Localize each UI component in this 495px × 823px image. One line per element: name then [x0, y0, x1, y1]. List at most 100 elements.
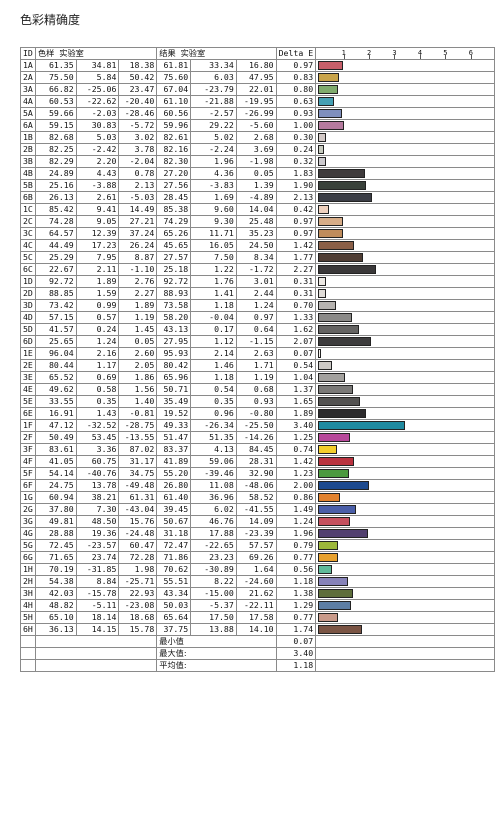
header-sample-lab: 色样 实验室 — [34, 47, 158, 60]
delta-e-value: 1.04 — [275, 371, 317, 384]
patch-id: 3H — [20, 587, 36, 600]
patch-id: 5G — [20, 539, 36, 552]
result-L: 82.16 — [156, 143, 192, 156]
result-b: 57.57 — [235, 539, 277, 552]
delta-e-bar — [318, 505, 357, 514]
delta-e-value: 2.07 — [275, 335, 317, 348]
empty-cell — [20, 647, 36, 660]
sample-a: 1.17 — [75, 359, 120, 372]
scale-tick-label: 5 — [443, 49, 448, 57]
sample-a: -23.57 — [75, 539, 120, 552]
table-row: 4B 24.89 4.43 0.78 27.20 4.36 0.05 1.83 — [20, 167, 495, 180]
result-b: -48.06 — [235, 479, 277, 492]
patch-id: 4H — [20, 599, 36, 612]
sample-a: 38.21 — [75, 491, 120, 504]
sample-b: 87.02 — [118, 443, 158, 456]
result-b: 17.58 — [235, 611, 277, 624]
table-row: 1F 47.12 -32.52 -28.75 49.33 -26.34 -25.50 3.40 — [20, 419, 495, 432]
empty-cell — [34, 647, 158, 660]
result-L: 80.42 — [156, 359, 192, 372]
empty-cell — [315, 659, 495, 672]
delta-e-bar — [318, 121, 344, 130]
result-b: 24.50 — [235, 239, 277, 252]
result-L: 88.93 — [156, 287, 192, 300]
table-row: 2F 50.49 53.45 -13.55 51.47 51.35 -14.26 1.25 — [20, 431, 495, 444]
patch-id: 5E — [20, 395, 36, 408]
sample-L: 25.16 — [34, 179, 77, 192]
result-L: 61.40 — [156, 491, 192, 504]
result-b: 28.31 — [235, 455, 277, 468]
summary-row: 平均值: 1.18 — [20, 659, 495, 672]
sample-a: -2.42 — [75, 143, 120, 156]
sample-a: 53.45 — [75, 431, 120, 444]
result-b: 1.71 — [235, 359, 277, 372]
result-a: 7.50 — [190, 251, 237, 264]
delta-e-bar-cell — [315, 611, 495, 624]
delta-e-bar-cell — [315, 143, 495, 156]
delta-e-bar — [318, 409, 367, 418]
sample-a: -32.52 — [75, 419, 120, 432]
scale-tick-mark — [445, 55, 447, 59]
result-a: 36.96 — [190, 491, 237, 504]
result-a: 4.13 — [190, 443, 237, 456]
sample-a: 12.39 — [75, 227, 120, 240]
empty-cell — [20, 659, 36, 672]
sample-a: 0.24 — [75, 323, 120, 336]
delta-e-value: 0.56 — [275, 563, 317, 576]
result-L: 55.20 — [156, 467, 192, 480]
patch-id: 3F — [20, 443, 36, 456]
sample-L: 42.03 — [34, 587, 77, 600]
sample-b: 2.60 — [118, 347, 158, 360]
result-b: 1.64 — [235, 563, 277, 576]
result-a: -5.37 — [190, 599, 237, 612]
delta-e-bar — [318, 625, 363, 634]
patch-id: 2H — [20, 575, 36, 588]
result-L: 31.18 — [156, 527, 192, 540]
sample-b: 8.87 — [118, 251, 158, 264]
patch-id: 5H — [20, 611, 36, 624]
scale-tick-mark — [394, 55, 396, 59]
table-row: 5D 41.57 0.24 1.45 43.13 0.17 0.64 1.62 — [20, 323, 495, 336]
delta-e-bar-cell — [315, 335, 495, 348]
result-a: -21.88 — [190, 95, 237, 108]
delta-e-bar-cell — [315, 59, 495, 72]
sample-L: 71.65 — [34, 551, 77, 564]
table-row: 6C 22.67 2.11 -1.10 25.18 1.22 -1.72 2.27 — [20, 263, 495, 276]
sample-b: 18.38 — [118, 59, 158, 72]
sample-L: 92.72 — [34, 275, 77, 288]
table-row: 1A 61.35 34.81 18.38 61.81 33.34 16.80 0.97 — [20, 59, 495, 72]
delta-e-bar — [318, 469, 350, 478]
delta-e-bar-cell — [315, 431, 495, 444]
delta-e-bar — [318, 205, 329, 214]
delta-e-bar — [318, 349, 322, 358]
sample-a: -2.03 — [75, 107, 120, 120]
sample-a: 13.78 — [75, 479, 120, 492]
result-b: 0.93 — [235, 395, 277, 408]
sample-a: 0.69 — [75, 371, 120, 384]
sample-L: 50.49 — [34, 431, 77, 444]
table-row: 4G 28.88 19.36 -24.48 31.18 17.88 -23.39 1.96 — [20, 527, 495, 540]
delta-e-bar — [318, 445, 337, 454]
sample-b: -24.48 — [118, 527, 158, 540]
delta-e-bar-cell — [315, 311, 495, 324]
sample-L: 57.15 — [34, 311, 77, 324]
delta-e-bar-cell — [315, 491, 495, 504]
result-b: 0.05 — [235, 167, 277, 180]
sample-a: 2.16 — [75, 347, 120, 360]
empty-cell — [34, 659, 158, 672]
result-L: 72.47 — [156, 539, 192, 552]
result-b: -41.55 — [235, 503, 277, 516]
result-L: 65.26 — [156, 227, 192, 240]
sample-L: 33.55 — [34, 395, 77, 408]
sample-b: 2.27 — [118, 287, 158, 300]
sample-b: 23.47 — [118, 83, 158, 96]
sample-L: 73.42 — [34, 299, 77, 312]
sample-b: 1.89 — [118, 299, 158, 312]
sample-b: -0.81 — [118, 407, 158, 420]
delta-e-bar — [318, 133, 326, 142]
result-a: 1.96 — [190, 155, 237, 168]
sample-a: 2.61 — [75, 191, 120, 204]
patch-id: 1D — [20, 275, 36, 288]
result-b: 14.09 — [235, 515, 277, 528]
sample-L: 47.12 — [34, 419, 77, 432]
